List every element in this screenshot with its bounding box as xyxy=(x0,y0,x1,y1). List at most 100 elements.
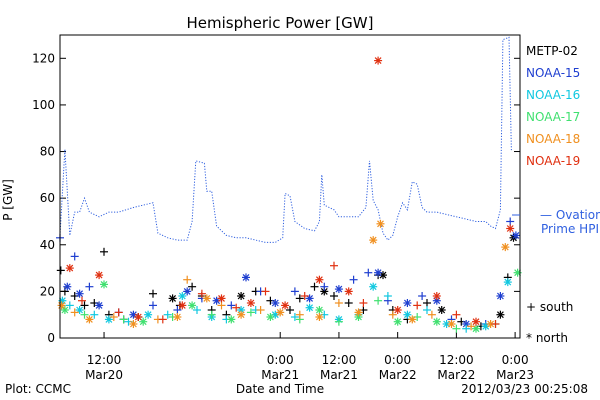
point-noaa-16-north xyxy=(144,310,153,319)
data-points xyxy=(56,56,522,333)
point-metp-02-north xyxy=(437,306,446,314)
point-noaa-19-south xyxy=(197,289,206,298)
point-noaa-16-north xyxy=(305,303,314,312)
point-noaa-16-south xyxy=(423,306,431,314)
point-metp-02-south xyxy=(295,294,304,303)
point-noaa-15-north xyxy=(496,292,505,300)
legend-entry: NOAA-19 xyxy=(526,154,580,168)
point-noaa-19-south xyxy=(491,320,500,328)
legend-entry: NOAA-16 xyxy=(526,88,580,102)
legend-entry: NOAA-18 xyxy=(526,132,580,146)
point-noaa-19-south xyxy=(330,261,338,270)
point-noaa-19-south xyxy=(78,296,86,305)
point-noaa-19-south xyxy=(232,303,241,312)
point-noaa-18-north xyxy=(85,315,94,324)
point-noaa-15-south xyxy=(290,287,299,296)
point-noaa-16-south xyxy=(383,292,392,300)
point-metp-02-north xyxy=(237,292,246,300)
y-tick-label: 100 xyxy=(32,98,55,112)
point-noaa-19-north xyxy=(134,313,143,321)
point-noaa-17-north xyxy=(266,313,275,321)
axis-ticks: 02040608010012012:00Mar200:00Mar2112:00M… xyxy=(32,51,534,382)
point-noaa-15-south xyxy=(506,217,515,226)
point-noaa-19-south xyxy=(413,301,422,310)
symbol-legend: + south * north xyxy=(526,300,573,345)
symbol-legend-entry: + south xyxy=(526,300,573,314)
point-noaa-19-north xyxy=(472,317,480,326)
point-noaa-16-south xyxy=(462,324,471,333)
point-metp-02-south xyxy=(56,266,65,275)
point-noaa-19-south xyxy=(300,292,309,300)
point-noaa-15-south xyxy=(364,268,373,277)
point-noaa-17-north xyxy=(60,306,69,314)
y-tick-label: 120 xyxy=(32,51,55,65)
y-tick-label: 0 xyxy=(47,331,55,345)
point-noaa-18-north xyxy=(369,236,378,245)
point-noaa-17-north xyxy=(100,280,108,289)
point-noaa-19-south xyxy=(359,299,368,307)
x-tick-date: Mar21 xyxy=(261,368,299,382)
point-metp-02-south xyxy=(344,299,353,307)
point-noaa-16-south xyxy=(163,310,172,319)
point-noaa-19-north xyxy=(178,301,187,310)
point-noaa-16-north xyxy=(369,282,378,291)
point-noaa-16-north xyxy=(178,292,187,300)
x-tick-date: Mar22 xyxy=(379,368,417,382)
point-metp-02-south xyxy=(149,289,157,298)
point-noaa-18-south xyxy=(70,308,79,317)
ovation-legend-label: Prime HPI xyxy=(541,222,599,236)
point-noaa-18-south xyxy=(295,310,304,319)
point-noaa-17-south xyxy=(207,310,216,319)
point-metp-02-south xyxy=(80,301,89,310)
y-tick-label: 80 xyxy=(40,145,55,159)
point-noaa-18-south xyxy=(334,299,343,307)
point-noaa-15-south xyxy=(173,306,182,314)
legend: METP-02 NOAA-15 NOAA-16 NOAA-17 NOAA-18 NOAA-… xyxy=(526,44,580,168)
point-noaa-15-north xyxy=(63,282,72,291)
point-noaa-18-north xyxy=(202,294,211,303)
point-noaa-19-north xyxy=(95,271,104,280)
point-noaa-15-north xyxy=(75,289,84,298)
point-noaa-17-south xyxy=(452,324,461,333)
point-noaa-18-north xyxy=(315,313,324,321)
legend-entry: NOAA-17 xyxy=(526,110,580,124)
x-tick-date: Mar21 xyxy=(320,368,358,382)
point-noaa-18-north xyxy=(447,320,456,328)
point-noaa-17-south xyxy=(80,310,89,319)
x-axis-label: Date and Time xyxy=(236,382,324,396)
x-tick-time: 0:00 xyxy=(384,353,411,367)
point-noaa-19-north xyxy=(506,224,515,233)
point-noaa-17-south xyxy=(119,315,128,324)
x-tick-date: Mar23 xyxy=(496,368,534,382)
point-noaa-16-south xyxy=(290,313,299,321)
point-noaa-17-south xyxy=(246,308,255,317)
point-noaa-15-south xyxy=(227,301,236,310)
point-noaa-17-north xyxy=(315,306,324,314)
point-noaa-18-north xyxy=(408,315,417,324)
point-noaa-19-south xyxy=(114,308,123,317)
point-noaa-18-south xyxy=(217,301,226,310)
point-metp-02-south xyxy=(330,292,338,300)
point-noaa-16-north xyxy=(503,278,512,287)
x-tick-date: Mar20 xyxy=(85,368,123,382)
point-noaa-19-south xyxy=(261,287,270,296)
point-noaa-15-south xyxy=(349,275,358,284)
point-metp-02-south xyxy=(188,282,197,291)
point-noaa-17-north xyxy=(393,317,402,326)
point-noaa-15-north xyxy=(95,301,104,310)
point-noaa-19-north xyxy=(65,264,74,273)
point-metp-02-north xyxy=(496,310,505,319)
ovation-line xyxy=(59,36,512,243)
point-noaa-16-south xyxy=(90,310,99,319)
point-noaa-15-south xyxy=(418,292,427,300)
point-noaa-15-north xyxy=(271,299,280,307)
point-noaa-19-north xyxy=(217,294,226,303)
point-noaa-19-north xyxy=(374,56,383,65)
point-noaa-19-north xyxy=(393,306,402,314)
symbol-legend-entry: * north xyxy=(526,331,568,345)
y-axis-label: P [GW] xyxy=(1,179,15,221)
x-tick-time: 0:00 xyxy=(502,353,529,367)
y-tick-label: 40 xyxy=(40,238,55,252)
